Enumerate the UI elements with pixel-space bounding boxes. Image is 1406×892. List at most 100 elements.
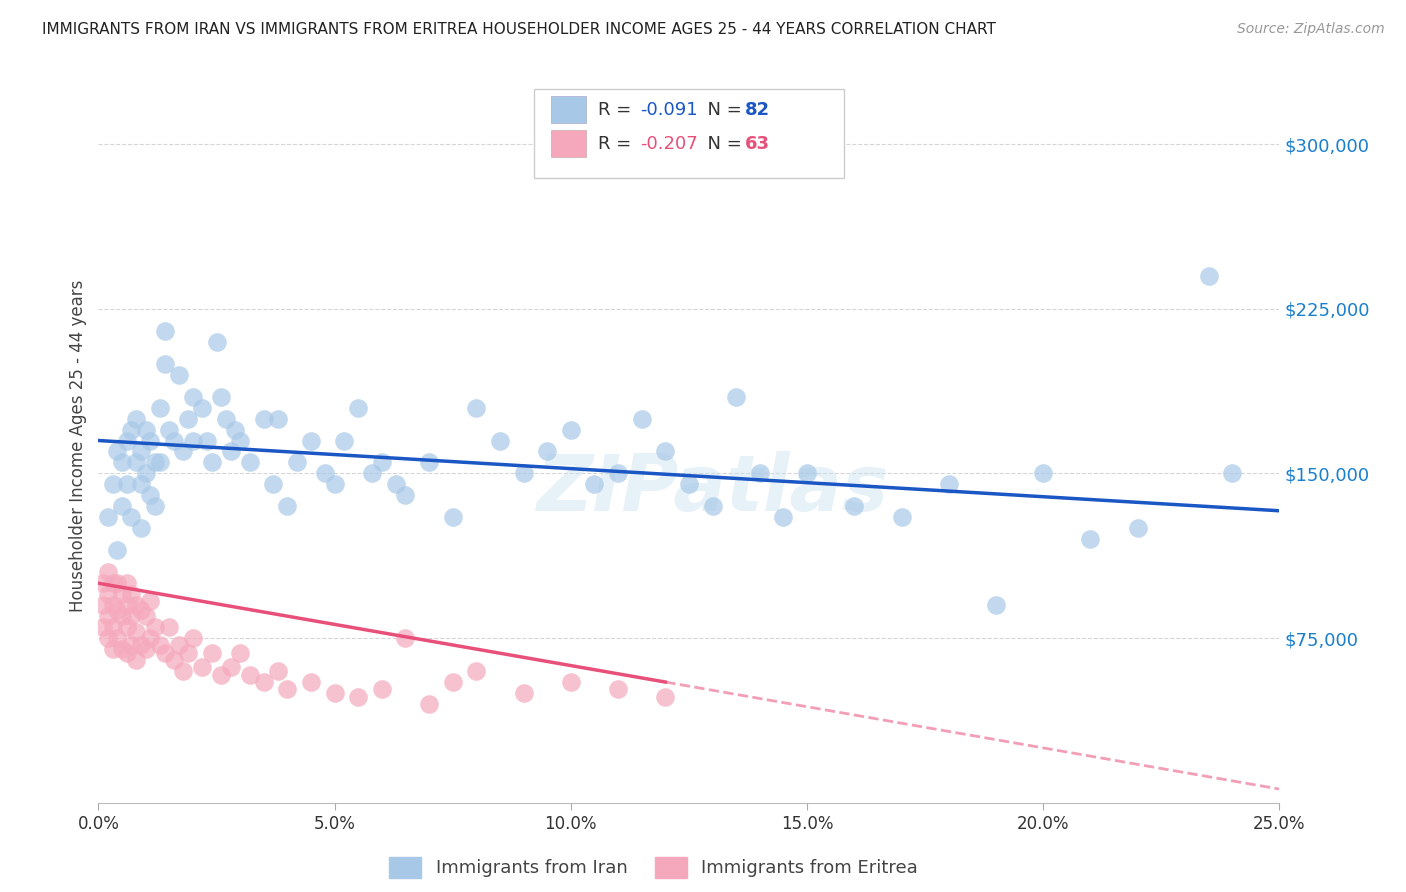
Point: [536, 444, 558, 458]
Text: R =: R =: [598, 135, 637, 153]
Point: [191, 401, 214, 415]
Point: [219, 444, 242, 458]
Text: -0.091: -0.091: [640, 101, 697, 119]
Point: [560, 423, 582, 437]
Point: [654, 690, 676, 705]
Point: [181, 434, 204, 448]
Text: 82: 82: [745, 101, 770, 119]
Point: [195, 434, 218, 448]
Point: [172, 664, 194, 678]
Point: [139, 434, 162, 448]
Point: [984, 598, 1007, 612]
Point: [111, 609, 134, 624]
Point: [276, 500, 298, 514]
Point: [115, 647, 138, 661]
Point: [115, 434, 138, 448]
Point: [314, 467, 336, 481]
Point: [125, 411, 148, 425]
Point: [276, 681, 298, 696]
Y-axis label: Householder Income Ages 25 - 44 years: Householder Income Ages 25 - 44 years: [69, 280, 87, 612]
Point: [101, 576, 124, 591]
Point: [1126, 521, 1149, 535]
Point: [105, 543, 128, 558]
Point: [748, 467, 770, 481]
Point: [285, 455, 308, 469]
Point: [143, 620, 166, 634]
Point: [772, 510, 794, 524]
Point: [418, 697, 440, 711]
Point: [267, 664, 290, 678]
Point: [139, 488, 162, 502]
Point: [149, 638, 172, 652]
Point: [129, 477, 152, 491]
Point: [115, 576, 138, 591]
Text: R =: R =: [598, 101, 637, 119]
Point: [153, 647, 176, 661]
Point: [224, 423, 246, 437]
Point: [111, 500, 134, 514]
Point: [441, 510, 464, 524]
Point: [121, 609, 143, 624]
Point: [229, 647, 252, 661]
Text: ZIPatlas: ZIPatlas: [537, 450, 889, 527]
Point: [121, 587, 143, 601]
Point: [441, 675, 464, 690]
Point: [1198, 268, 1220, 283]
Point: [229, 434, 252, 448]
Point: [121, 638, 143, 652]
Point: [129, 638, 152, 652]
Point: [115, 598, 138, 612]
Point: [153, 324, 176, 338]
Point: [371, 455, 394, 469]
Point: [560, 675, 582, 690]
Point: [181, 390, 204, 404]
Point: [347, 401, 370, 415]
Point: [299, 434, 322, 448]
Point: [725, 390, 748, 404]
Point: [267, 411, 290, 425]
Point: [323, 686, 346, 700]
Point: [465, 664, 488, 678]
Point: [371, 681, 394, 696]
Text: 63: 63: [745, 135, 770, 153]
Point: [111, 642, 134, 657]
Point: [101, 642, 124, 657]
Point: [153, 357, 176, 371]
Point: [394, 631, 416, 645]
Point: [583, 477, 606, 491]
Text: -0.207: -0.207: [640, 135, 697, 153]
Point: [105, 602, 128, 616]
Point: [219, 659, 242, 673]
Point: [253, 675, 276, 690]
Point: [129, 444, 152, 458]
Point: [125, 624, 148, 639]
Point: [239, 668, 262, 682]
Point: [129, 521, 152, 535]
Point: [205, 334, 228, 349]
Point: [101, 620, 124, 634]
Text: N =: N =: [696, 135, 748, 153]
Point: [97, 631, 120, 645]
Point: [239, 455, 262, 469]
Point: [630, 411, 652, 425]
Point: [512, 686, 534, 700]
Point: [111, 455, 134, 469]
Point: [1220, 467, 1243, 481]
Point: [209, 390, 232, 404]
Point: [135, 609, 157, 624]
Point: [385, 477, 408, 491]
Point: [129, 602, 152, 616]
Point: [115, 620, 138, 634]
Text: N =: N =: [696, 101, 748, 119]
Point: [97, 587, 120, 601]
Point: [702, 500, 724, 514]
Point: [333, 434, 356, 448]
Point: [1032, 467, 1054, 481]
Point: [105, 576, 128, 591]
Point: [97, 609, 120, 624]
Point: [323, 477, 346, 491]
Point: [418, 455, 440, 469]
Point: [201, 455, 224, 469]
Point: [163, 434, 186, 448]
Point: [115, 477, 138, 491]
